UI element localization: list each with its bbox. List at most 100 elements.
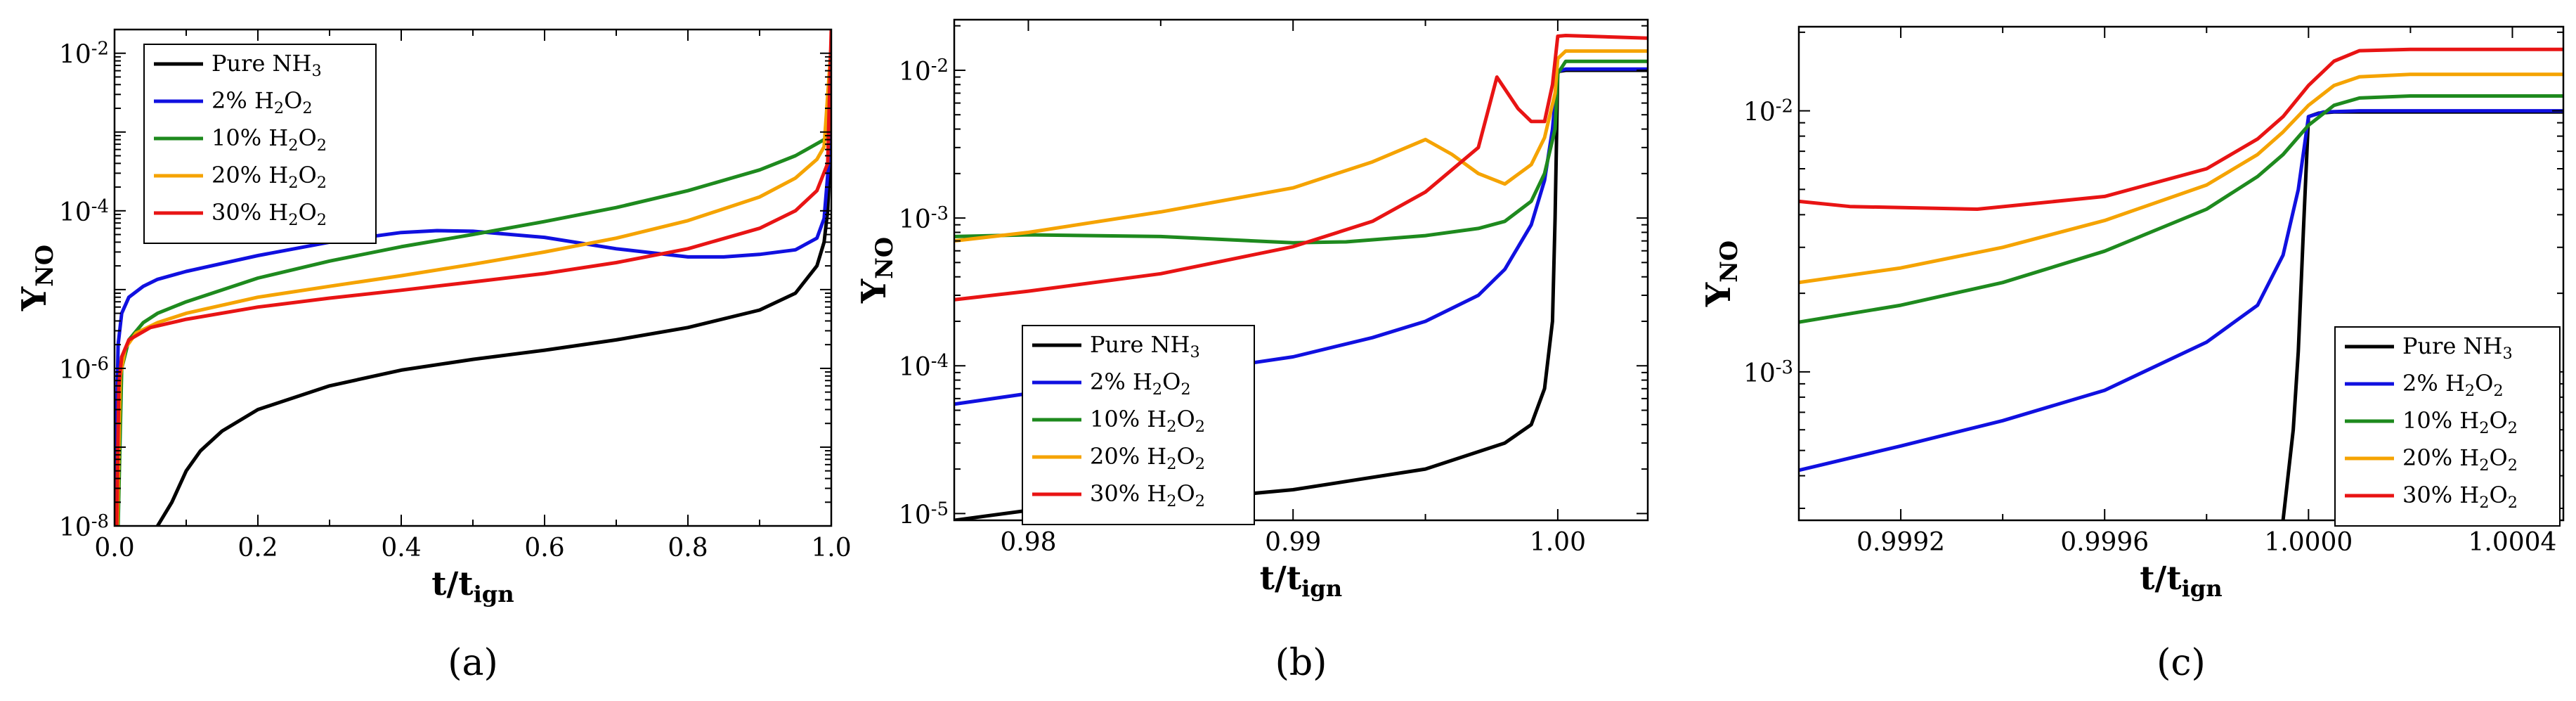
chart-panel-1: 0.0 0.2 0.4 0.6 0.8 1.010-810-610-410-2t/tign…: [15, 28, 852, 607]
legend-label-sub: 2: [302, 99, 312, 117]
y-tick-label: 10-4: [899, 352, 949, 382]
legend-label: 20% H2O2: [212, 162, 327, 192]
panel-label-text: (c): [2157, 642, 2206, 684]
y-tick-exponent: -3: [1776, 357, 1793, 378]
legend-label-text: O: [284, 87, 302, 114]
x-tick-label: 1.0004: [2468, 528, 2556, 557]
legend-label-sub: 2: [317, 211, 327, 229]
legend-label-text: Pure NH: [212, 50, 311, 77]
legend-label-text: O: [298, 162, 316, 188]
legend-label-text: Pure NH: [1090, 331, 1190, 358]
legend-label-sub: 2: [288, 211, 298, 229]
y-tick-base: 10: [59, 356, 91, 385]
series-line-h2o2_30: [115, 30, 831, 526]
x-tick-label: 0.99: [1265, 528, 1321, 557]
plot-frame: [1797, 25, 2565, 522]
x-axis-title: t/tign: [2140, 559, 2222, 602]
series-line-h2o2_20: [1799, 72, 2563, 285]
x-tick-label: 0.9996: [2060, 528, 2149, 557]
legend-label: 2% H2O2: [212, 87, 313, 117]
legend-label-text: O: [2489, 407, 2507, 434]
x-tick-label: 0.98: [1000, 528, 1056, 557]
legend-label-text: O: [2489, 444, 2507, 471]
legend-label-sub: 2: [1195, 455, 1205, 473]
y-axis-title-text: Y: [1699, 282, 1738, 307]
series-line-h2o2_20: [954, 49, 1648, 243]
x-axis-title-text: t/t: [1260, 559, 1302, 597]
y-tick-label: 10-3: [1743, 357, 1793, 388]
y-tick-base: 10: [899, 353, 931, 382]
legend-label-text: 30% H: [2402, 482, 2479, 508]
legend-label: 30% H2O2: [212, 199, 327, 229]
y-tick-exponent: -2: [1776, 96, 1793, 117]
legend-label-sub: 2: [2479, 419, 2489, 437]
y-tick-label: 10-5: [899, 499, 949, 530]
legend-label-text: 2% H: [212, 87, 274, 114]
x-tick-label: 0.9992: [1856, 528, 1945, 557]
chart-panel-3: 0.9992 0.9996 1.0000 1.000410-310-2t/tignYN…: [1699, 25, 2565, 602]
legend-label-sub: 2: [1166, 455, 1176, 473]
legend-label-sub: 3: [2502, 345, 2512, 363]
legend-label: Pure NH3: [2402, 333, 2513, 363]
legend-label-text: 30% H: [1090, 480, 1166, 507]
y-tick-exponent: -2: [91, 39, 109, 60]
y-tick-label: 10-2: [59, 39, 109, 70]
x-tick-label: 1.00: [1530, 528, 1586, 557]
y-axis-title-text: Y: [15, 286, 54, 311]
x-tick-label: 0.8: [668, 534, 708, 562]
y-axis-title: YNO: [854, 237, 898, 304]
y-axis-title-sub: NO: [1715, 240, 1743, 283]
y-tick-base: 10: [1743, 98, 1776, 127]
y-tick-base: 10: [899, 501, 931, 529]
x-tick-label: 0.99: [1265, 528, 1321, 557]
series-line-h2o2_10: [954, 59, 1648, 245]
x-tick-label: 0.4: [381, 534, 421, 562]
y-axis-title: YNO: [1699, 240, 1743, 307]
y-axis-title: YNO: [15, 245, 58, 311]
series-line-h2o2_30: [954, 34, 1648, 302]
series-line-h2o2_10: [116, 124, 831, 526]
legend-label-sub: 2: [2465, 382, 2475, 400]
legend-label-text: O: [2475, 370, 2493, 397]
x-tick-label: 1.0004: [2468, 528, 2556, 557]
y-tick-label: 10-3: [899, 203, 949, 234]
legend-label-text: O: [2489, 482, 2507, 508]
y-tick-base: 10: [1743, 359, 1776, 388]
legend-label-sub: 2: [317, 136, 327, 155]
legend-label-sub: 2: [2493, 382, 2503, 400]
y-tick-base: 10: [59, 513, 91, 542]
legend-label-sub: 2: [1180, 380, 1190, 399]
legend-label-text: Pure NH: [2402, 333, 2502, 359]
legend-label-sub: 2: [2508, 494, 2518, 512]
legend-label-sub: 2: [2508, 419, 2518, 437]
x-tick-label: 0.9996: [2060, 528, 2149, 557]
y-tick-exponent: -4: [91, 196, 109, 217]
x-tick-label: 1.0: [811, 534, 851, 562]
y-tick-base: 10: [59, 198, 91, 227]
legend-label-text: O: [1176, 480, 1195, 507]
x-tick-label: 0.0: [94, 534, 134, 562]
panel-label: (b): [1275, 642, 1327, 684]
legend-label-sub: 2: [2479, 494, 2489, 512]
legend-label-text: 20% H: [2402, 444, 2479, 471]
legend-label-sub: 2: [288, 174, 298, 192]
legend-box: [1022, 325, 1255, 525]
legend-label-sub: 3: [1190, 343, 1199, 361]
panel-label: (c): [2157, 642, 2206, 684]
x-axis-title-sub: ign: [2182, 575, 2223, 602]
legend-label-text: 20% H: [1090, 443, 1166, 470]
chart-panel-2: 0.98 0.99 1.0010-510-410-310-2t/tignYNOPur…: [854, 18, 1649, 602]
legend-label-text: 30% H: [212, 199, 288, 226]
legend-label-sub: 2: [317, 174, 327, 192]
legend-label: 30% H2O2: [2402, 482, 2518, 512]
y-tick-exponent: -6: [91, 354, 109, 375]
legend-label-sub: 2: [274, 99, 284, 117]
series-line-h2o2_10: [1799, 94, 2563, 324]
legend-label-text: O: [298, 124, 316, 151]
y-tick-base: 10: [899, 58, 931, 86]
series-line-h2o2_30: [1799, 47, 2563, 211]
legend-label: 20% H2O2: [1090, 443, 1205, 473]
